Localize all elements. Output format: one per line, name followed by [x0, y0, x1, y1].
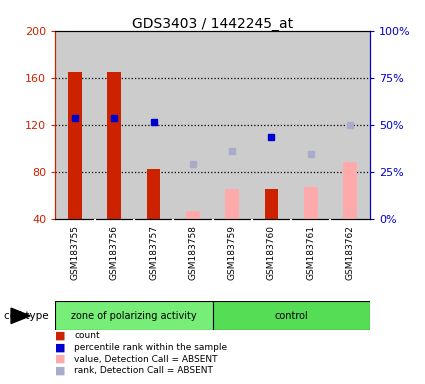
Text: cell type: cell type: [4, 311, 49, 321]
Text: ■: ■: [55, 331, 66, 341]
Bar: [291, 31, 330, 219]
Bar: [186, 211, 200, 219]
Bar: [94, 31, 134, 219]
Text: GDS3403 / 1442245_at: GDS3403 / 1442245_at: [132, 17, 293, 31]
Bar: [134, 31, 173, 219]
Text: ■: ■: [55, 354, 66, 364]
Text: GSM183762: GSM183762: [346, 225, 354, 280]
Polygon shape: [11, 308, 30, 323]
Text: GSM183757: GSM183757: [149, 225, 158, 280]
Bar: [330, 31, 370, 219]
Bar: [343, 162, 357, 219]
Bar: [55, 31, 94, 219]
Text: ■: ■: [55, 366, 66, 376]
Bar: [265, 189, 278, 219]
Text: control: control: [274, 311, 308, 321]
Text: GSM183759: GSM183759: [228, 225, 237, 280]
FancyBboxPatch shape: [212, 301, 370, 330]
Text: value, Detection Call = ABSENT: value, Detection Call = ABSENT: [74, 354, 218, 364]
Text: GSM183760: GSM183760: [267, 225, 276, 280]
Text: GSM183756: GSM183756: [110, 225, 119, 280]
Text: percentile rank within the sample: percentile rank within the sample: [74, 343, 227, 352]
Text: GSM183755: GSM183755: [71, 225, 79, 280]
Bar: [225, 189, 239, 219]
FancyBboxPatch shape: [55, 301, 212, 330]
Bar: [304, 187, 317, 219]
Text: ■: ■: [55, 343, 66, 353]
Bar: [212, 31, 252, 219]
Bar: [147, 169, 160, 219]
Bar: [173, 31, 212, 219]
Text: zone of polarizing activity: zone of polarizing activity: [71, 311, 197, 321]
Bar: [252, 31, 291, 219]
Text: GSM183758: GSM183758: [188, 225, 197, 280]
Text: GSM183761: GSM183761: [306, 225, 315, 280]
Bar: [68, 72, 82, 219]
Bar: [108, 72, 121, 219]
Text: rank, Detection Call = ABSENT: rank, Detection Call = ABSENT: [74, 366, 213, 375]
Text: count: count: [74, 331, 100, 341]
